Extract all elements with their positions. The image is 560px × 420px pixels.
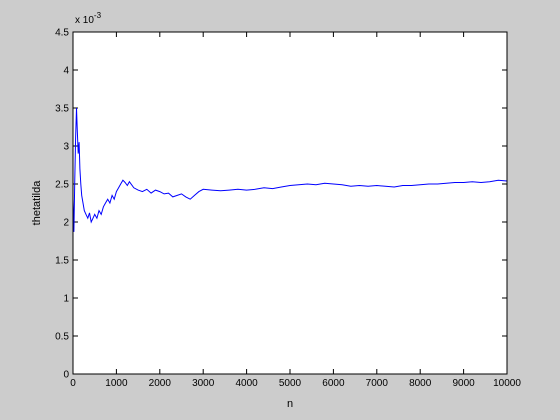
x-axis-ticks: 0 1000 2000 3000 4000 5000 6000 7000 8000 9000 100…: [70, 32, 521, 389]
x-tick-label: 10000: [493, 378, 521, 389]
y-axis-label: thetatilda: [31, 180, 43, 226]
y-tick-label: 2.5: [55, 180, 69, 191]
y-tick-label: 3: [63, 142, 69, 153]
x-axis-label: n: [287, 398, 293, 410]
x-tick-label: 8000: [409, 378, 432, 389]
x-tick-label: 6000: [322, 378, 345, 389]
y-tick-label: 0: [63, 370, 69, 381]
x-tick-label: 0: [70, 378, 76, 389]
x-tick-label: 2000: [149, 378, 172, 389]
x-tick-label: 9000: [452, 378, 475, 389]
y-exponent-base: x 10: [75, 15, 94, 26]
series-line: [72, 107, 508, 232]
y-tick-label: 2: [63, 218, 69, 229]
y-tick-label: 1.5: [55, 256, 69, 267]
y-exponent-label: x 10-3: [75, 11, 102, 26]
plot-frame: [72, 31, 508, 375]
x-tick-label: 7000: [366, 378, 389, 389]
x-tick-label: 4000: [235, 378, 258, 389]
x-tick-label: 3000: [192, 378, 215, 389]
x-tick-label: 1000: [105, 378, 128, 389]
y-tick-label: 1: [63, 294, 69, 305]
y-tick-label: 4: [63, 66, 69, 77]
x-tick-label: 5000: [279, 378, 302, 389]
y-tick-label: 3.5: [55, 104, 69, 115]
y-tick-label: 0.5: [55, 332, 69, 343]
plot-area: [73, 32, 507, 374]
y-tick-label: 4.5: [55, 28, 69, 39]
y-exponent-power: -3: [94, 11, 102, 20]
